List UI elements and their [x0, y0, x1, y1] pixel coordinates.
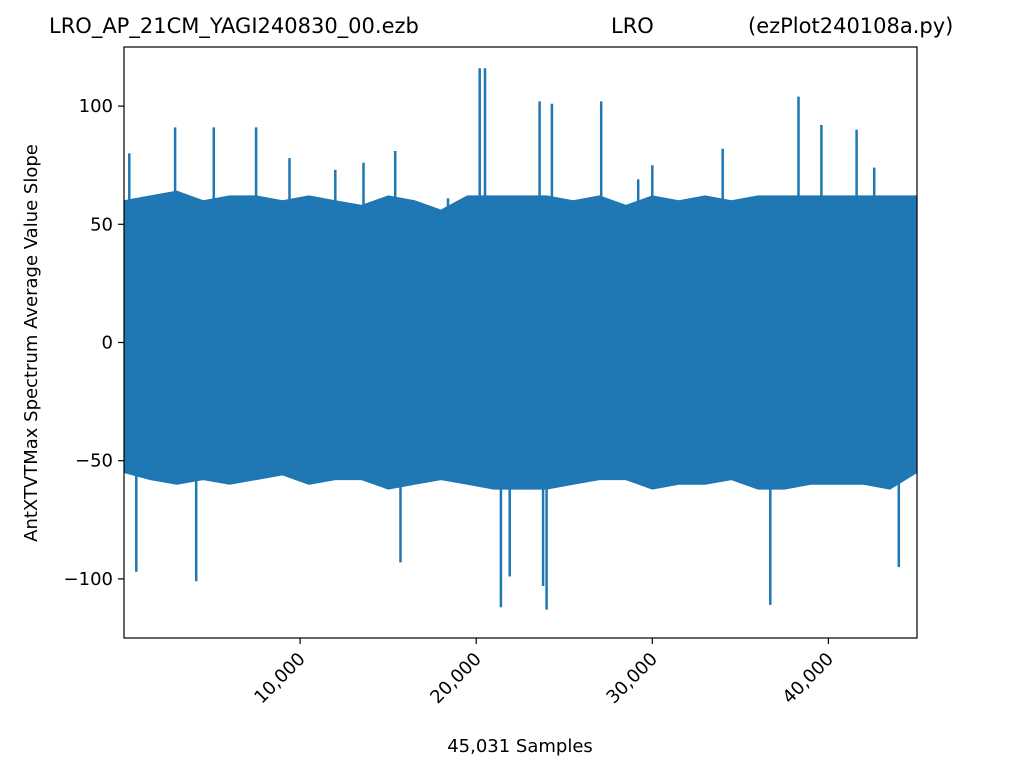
y-tick-label: 100	[79, 96, 113, 117]
y-tick-label: −50	[75, 451, 113, 472]
file-name-title: LRO_AP_21CM_YAGI240830_00.ezb	[49, 14, 419, 38]
y-tick-label: 50	[90, 214, 113, 235]
x-axis: 10,000 20,000 30,000 40,000	[250, 638, 838, 708]
x-tick-label: 20,000	[426, 649, 485, 708]
x-tick-label: 30,000	[602, 649, 661, 708]
y-tick-label: 0	[102, 333, 113, 354]
x-tick-label: 10,000	[250, 649, 309, 708]
station-title: LRO	[611, 14, 654, 38]
x-axis-label: 45,031 Samples	[447, 736, 593, 757]
x-tick-label: 40,000	[779, 649, 838, 708]
program-title: (ezPlot240108a.py)	[748, 14, 954, 38]
series-layer	[123, 68, 918, 610]
y-tick-label: −100	[64, 569, 113, 590]
y-axis-label: AntXTVTMax Spectrum Average Value Slope	[21, 144, 42, 542]
y-axis: −100 −50 0 50 100	[64, 96, 124, 590]
